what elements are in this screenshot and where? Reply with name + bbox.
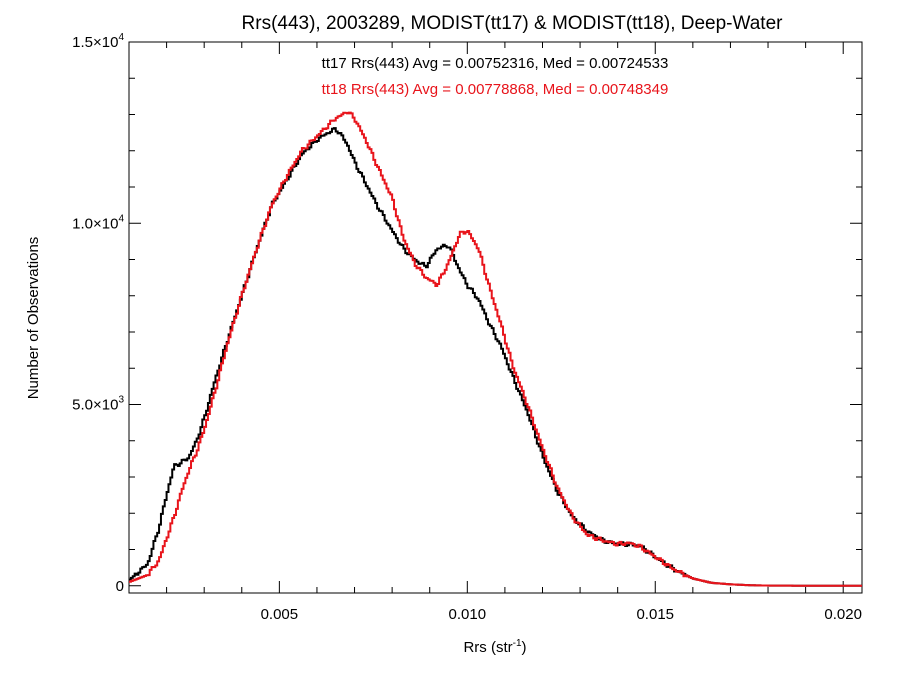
y-tick-label: 1.0×104 [72,213,124,232]
x-tick-label: 0.020 [824,606,862,623]
x-axis-label: Rrs (str-1) [463,638,526,656]
y-tick-label: 5.0×103 [72,395,124,414]
series-layer [129,111,862,587]
y-tick-label: 1.5×104 [72,32,124,51]
plot-area-frame [128,41,863,594]
axis-ticks [129,41,862,593]
y-tick-label: 0 [116,578,124,595]
annotation-tt17-stats: tt17 Rrs(443) Avg = 0.00752316, Med = 0.… [322,55,669,72]
series-tt18-line [129,111,862,587]
x-tick-labels: 0.005 0.010 0.015 0.020 [261,606,862,623]
annotation-tt18-stats: tt18 Rrs(443) Avg = 0.00778868, Med = 0.… [322,81,669,98]
x-tick-label: 0.005 [261,606,299,623]
x-tick-label: 0.010 [449,606,487,623]
y-tick-labels: 0 5.0×103 1.0×104 1.5×104 [72,32,124,595]
chart-title: Rrs(443), 2003289, MODIST(tt17) & MODIST… [242,13,784,34]
y-axis-label: Number of Observations [25,237,42,400]
x-tick-label: 0.015 [636,606,674,623]
series-tt17-line [129,127,862,587]
